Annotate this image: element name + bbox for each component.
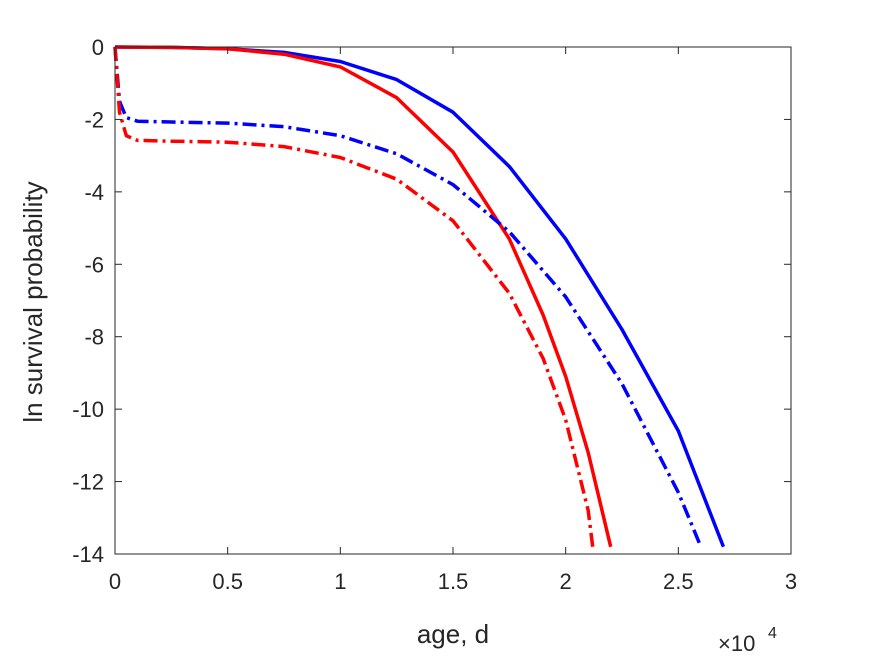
x-tick-label: 2.5 (663, 569, 694, 594)
y-tick-label: -2 (84, 107, 104, 132)
y-tick-label: -8 (84, 325, 104, 350)
plot-background (115, 47, 791, 554)
series-layer (113, 45, 726, 548)
y-tick-label: -12 (72, 470, 104, 495)
x-tick-label: 0 (109, 569, 121, 594)
plot-area (115, 47, 791, 554)
series-line-2 (114, 45, 613, 548)
x-exponent-label: ×10 (718, 631, 755, 656)
y-tick-label: -10 (72, 397, 104, 422)
series-line-4 (113, 46, 595, 548)
x-tick-label: 1 (334, 569, 346, 594)
y-axis-label: ln survival probability (18, 181, 48, 422)
x-tick-label: 1.5 (438, 569, 469, 594)
x-axis-label: age, d (417, 619, 489, 649)
y-tick-label: -14 (72, 542, 104, 567)
axes-layer: 0 0.5 1 1.5 2 2.5 3 0 -2 -4 -6 -8 -10 -12 -14 (72, 35, 797, 594)
y-tick-label: 0 (92, 35, 104, 60)
x-tick-label: 0.5 (212, 569, 243, 594)
y-tick-label: -6 (84, 252, 104, 277)
x-exponent-power: 4 (768, 625, 777, 642)
x-tick-label: 3 (785, 569, 797, 594)
x-tick-label: 2 (560, 569, 572, 594)
y-tick-label: -4 (84, 180, 104, 205)
